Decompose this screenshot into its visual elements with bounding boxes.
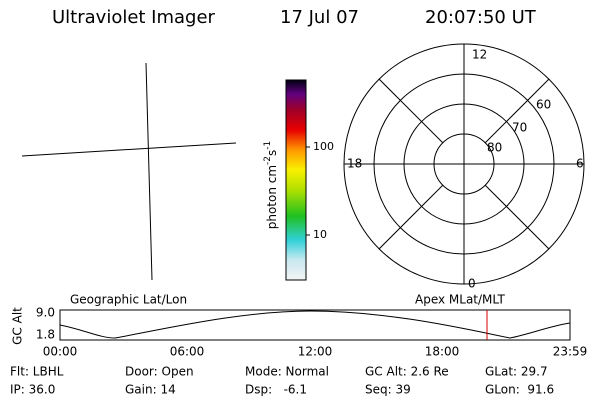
info: Door: Open (125, 365, 194, 379)
info: Seq: 39 (365, 383, 411, 397)
info: Mode: Normal (245, 365, 329, 379)
colorbar-tick-label: 100 (313, 140, 334, 153)
timeline-left-title: Geographic Lat/Lon (70, 293, 187, 307)
mlt-label: 6 (576, 157, 584, 171)
spoke (378, 184, 444, 250)
info-panel: Flt: LBHL Door: Open Mode: Normal GC Alt… (10, 365, 554, 397)
title: Ultraviolet Imager (52, 7, 216, 28)
timeline-right-title: Apex MLat/MLT (415, 293, 505, 307)
info: GC Alt: 2.6 Re (365, 365, 449, 379)
colorbar-label: photon cm-2s-1 (263, 141, 279, 230)
lat-label: 60 (536, 98, 551, 112)
info: GLat: 29.7 (485, 365, 548, 379)
x-tick-label: 23:59 (553, 345, 588, 359)
x-tick-label: 06:00 (170, 345, 205, 359)
spoke (484, 184, 550, 250)
info: Gain: 14 (125, 383, 176, 397)
date: 17 Jul 07 (280, 7, 359, 28)
y-tick-label: 9.0 (36, 306, 55, 320)
polar-plot: 12 18 6 0 60 70 80 (343, 43, 585, 291)
x-tick-label: 00:00 (43, 345, 78, 359)
parallel (21, 142, 237, 157)
colorbar-tick-label: 10 (313, 228, 327, 241)
geo-map (21, 62, 237, 281)
time: 20:07:50 UT (425, 7, 537, 28)
info: Flt: LBHL (10, 365, 64, 379)
y-label: GC Alt (11, 307, 25, 345)
unit-part: photon cm (265, 165, 279, 229)
unit-part: -2 (263, 156, 273, 165)
y-tick-label: 1.8 (36, 328, 55, 342)
x-tick-label: 12:00 (298, 345, 333, 359)
x-tick-label: 18:00 (425, 345, 460, 359)
mlt-label: 18 (347, 157, 362, 171)
info: IP: 36.0 (10, 383, 55, 397)
altitude-curve (59, 310, 571, 339)
spoke (484, 78, 550, 144)
lat-label: 70 (512, 121, 527, 135)
unit-part: s (265, 150, 279, 156)
mlt-label: 0 (468, 277, 476, 291)
lat-label: 80 (487, 141, 502, 155)
colorbar (285, 79, 307, 281)
info: Dsp: -6.1 (245, 383, 307, 397)
mlt-label: 12 (472, 48, 487, 62)
spoke (378, 78, 444, 144)
unit-part: -1 (263, 141, 273, 150)
timeline: Geographic Lat/Lon Apex MLat/MLT GC Alt … (11, 293, 588, 359)
info: GLon: 91.6 (485, 383, 554, 397)
meridian (145, 62, 153, 281)
